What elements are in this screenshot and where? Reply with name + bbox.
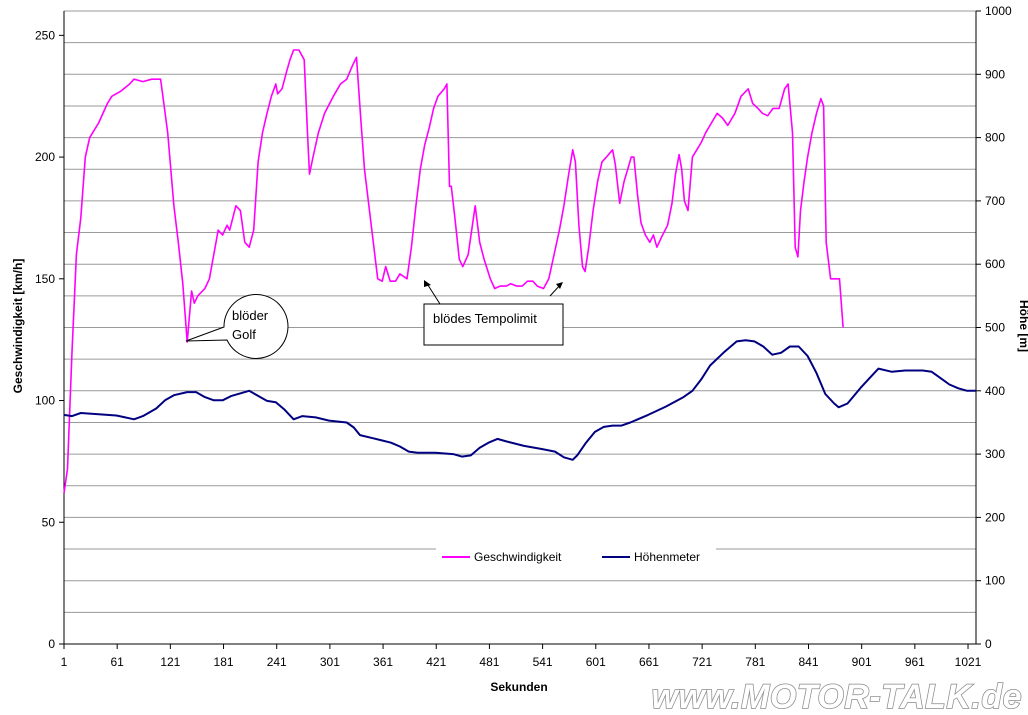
x-tick-label: 361 xyxy=(373,655,393,669)
x-tick-label: 601 xyxy=(586,655,606,669)
y2-axis-ticks: 0 100 200 300 400 500 600 700 800 900 1000 xyxy=(976,4,1012,651)
y-tick-label: 50 xyxy=(42,515,56,529)
y2-tick-label: 400 xyxy=(985,384,1005,398)
legend-label-altitude: Höhenmeter xyxy=(634,550,700,564)
y-tick-label: 150 xyxy=(35,272,55,286)
x-tick-label: 961 xyxy=(905,655,925,669)
annotation-bloeder-golf: blöder Golf xyxy=(185,293,289,359)
x-tick-label: 781 xyxy=(745,655,765,669)
x-tick-label: 61 xyxy=(110,655,124,669)
legend: Geschwindigkeit Höhenmeter xyxy=(436,544,716,570)
x-tick-label: 721 xyxy=(692,655,712,669)
gridlines xyxy=(64,10,976,613)
x-tick-label: 421 xyxy=(426,655,446,669)
y2-tick-label: 500 xyxy=(985,321,1005,335)
x-tick-label: 841 xyxy=(798,655,818,669)
y2-tick-label: 0 xyxy=(985,637,992,651)
x-tick-label: 1 xyxy=(61,655,68,669)
annotation-box xyxy=(423,303,564,346)
callout-bubble xyxy=(185,293,289,359)
y2-tick-label: 300 xyxy=(985,447,1005,461)
y-tick-label: 100 xyxy=(35,394,55,408)
y2-tick-label: 100 xyxy=(985,574,1005,588)
annotation-label: blödes Tempolimit xyxy=(433,311,537,326)
y2-tick-label: 200 xyxy=(985,510,1005,524)
x-axis-title: Sekunden xyxy=(490,680,547,694)
y2-tick-label: 600 xyxy=(985,257,1005,271)
x-axis-ticks: 1 61 121 181 241 301 361 421 481 541 601 661 721 781 8… xyxy=(61,644,982,669)
x-tick-label: 121 xyxy=(160,655,180,669)
series-line-speed xyxy=(63,49,844,494)
x-tick-label: 481 xyxy=(479,655,499,669)
x-tick-label: 301 xyxy=(320,655,340,669)
watermark-text: www.MOTOR-TALK.de xyxy=(651,678,1022,715)
arrow-head-left xyxy=(424,280,431,287)
y2-axis-title: Höhe [m] xyxy=(1017,300,1028,352)
series-line-altitude xyxy=(63,339,976,461)
annotation-line-2: Golf xyxy=(232,327,256,342)
x-tick-label: 241 xyxy=(267,655,287,669)
x-tick-label: 1021 xyxy=(955,655,982,669)
y-axis-ticks: 0 50 100 150 200 250 xyxy=(35,28,64,651)
legend-label-speed: Geschwindigkeit xyxy=(474,550,562,564)
x-tick-label: 901 xyxy=(852,655,872,669)
annotation-tempolimit: blödes Tempolimit xyxy=(423,280,564,346)
series-layer xyxy=(63,49,976,494)
y2-tick-label: 800 xyxy=(985,131,1005,145)
x-tick-label: 541 xyxy=(533,655,553,669)
x-tick-label: 181 xyxy=(214,655,234,669)
y2-tick-label: 700 xyxy=(985,194,1005,208)
y2-tick-label: 1000 xyxy=(985,4,1012,18)
y-tick-label: 250 xyxy=(35,28,55,42)
annotation-line-1: blöder xyxy=(232,308,269,323)
x-tick-label: 661 xyxy=(639,655,659,669)
arrow-head-right xyxy=(556,282,563,289)
y-tick-label: 0 xyxy=(48,637,55,651)
legend-box xyxy=(436,544,716,570)
y2-tick-label: 900 xyxy=(985,67,1005,81)
y-axis-title: Geschwindigkeit [km/h] xyxy=(11,259,25,394)
y-tick-label: 200 xyxy=(35,150,55,164)
